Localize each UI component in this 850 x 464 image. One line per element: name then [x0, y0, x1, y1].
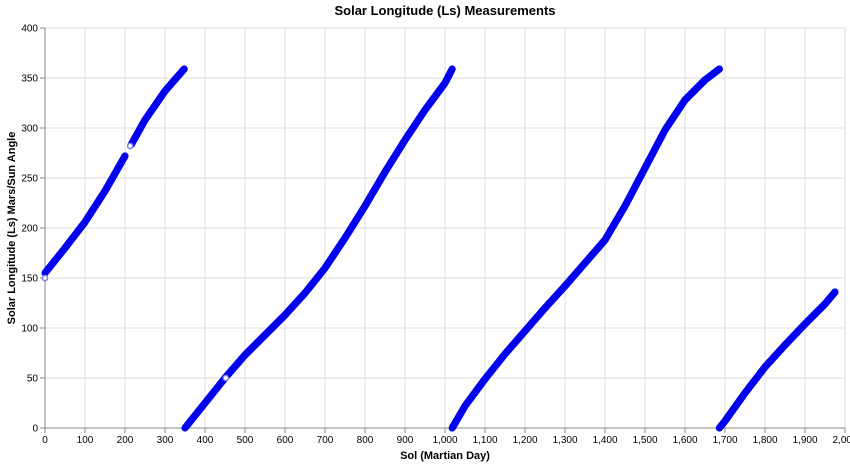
x-tick-label: 1,800	[752, 435, 777, 446]
y-tick-label: 400	[21, 24, 38, 35]
x-tick-label: 900	[397, 435, 414, 446]
data-point	[831, 288, 839, 296]
x-axis-ticks: 0 100 200 300 400 500 600 700 800 900 1,000 1,100 1,…	[42, 428, 850, 446]
y-tick-label: 200	[21, 224, 38, 235]
hollow-data-point	[222, 374, 230, 382]
x-tick-label: 1,000	[432, 435, 457, 446]
x-tick-label: 200	[117, 435, 134, 446]
x-tick-label: 500	[237, 435, 254, 446]
y-tick-label: 350	[21, 74, 38, 85]
data-point	[180, 65, 188, 73]
hollow-data-point	[126, 142, 134, 150]
x-tick-label: 800	[357, 435, 374, 446]
y-tick-label: 100	[21, 324, 38, 335]
y-tick-label: 150	[21, 274, 38, 285]
y-tick-label: 50	[27, 374, 39, 385]
x-tick-label: 1,100	[472, 435, 497, 446]
x-tick-label: 2,000	[832, 435, 850, 446]
x-tick-label: 600	[277, 435, 294, 446]
x-tick-label: 1,200	[512, 435, 537, 446]
x-tick-label: 0	[42, 435, 48, 446]
x-tick-label: 1,900	[792, 435, 817, 446]
chart-title: Solar Longitude (Ls) Measurements	[334, 3, 555, 18]
x-tick-label: 1,500	[632, 435, 657, 446]
data-point	[448, 65, 456, 73]
x-tick-label: 1,300	[552, 435, 577, 446]
data-points	[41, 65, 839, 432]
hollow-data-point	[41, 274, 49, 282]
y-tick-label: 250	[21, 174, 38, 185]
x-tick-label: 1,700	[712, 435, 737, 446]
x-tick-label: 300	[157, 435, 174, 446]
x-tick-label: 700	[317, 435, 334, 446]
y-axis-ticks: 0 50 100 150 200 250 300 350 400	[21, 24, 45, 435]
x-axis-label: Sol (Martian Day)	[400, 450, 490, 462]
y-axis-label: Solar Longitude (Ls) Mars/Sun Angle	[6, 132, 18, 325]
x-tick-label: 1,600	[672, 435, 697, 446]
x-tick-label: 400	[197, 435, 214, 446]
y-tick-label: 300	[21, 124, 38, 135]
data-point	[121, 152, 129, 160]
x-tick-label: 1,400	[592, 435, 617, 446]
y-tick-label: 0	[32, 424, 38, 435]
data-point	[715, 65, 724, 73]
x-tick-label: 100	[77, 435, 94, 446]
